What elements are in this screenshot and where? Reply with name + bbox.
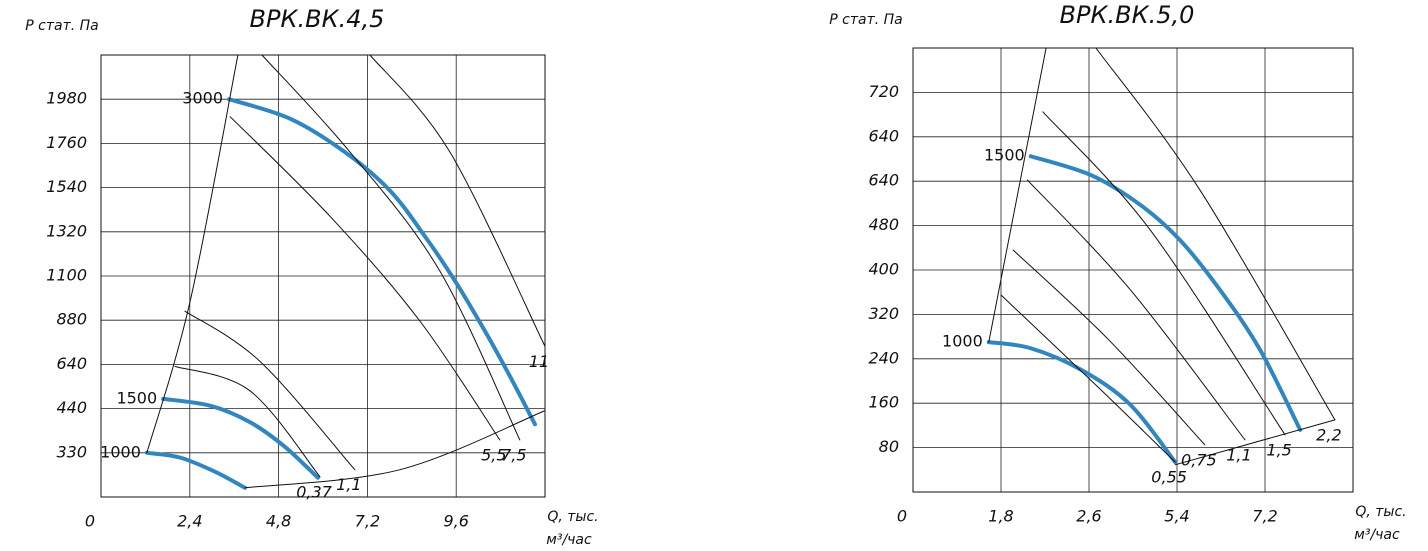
y-tick-label: 640: [56, 354, 87, 373]
x-tick-label: 1,8: [988, 507, 1013, 526]
power-label: 11: [529, 352, 549, 371]
power-curve: [369, 54, 546, 347]
y-tick-label: 1100: [46, 266, 87, 285]
speed-curve: [227, 97, 538, 427]
x-axis-label: Q, тыс.: [547, 509, 598, 525]
x-tick-label: 0: [897, 507, 907, 526]
power-curve: [1095, 47, 1336, 421]
y-tick-label: 640: [868, 126, 899, 145]
power-curve: [174, 365, 321, 478]
power-label: 7,5: [501, 445, 526, 464]
y-tick-label: 440: [56, 398, 87, 417]
y-axis-label: P стат. Па: [25, 18, 99, 34]
y-tick-label: 480: [868, 215, 899, 234]
chart-title: ВРК.ВК.5,0: [1060, 1, 1195, 29]
power-label: 2,2: [1316, 425, 1341, 444]
y-tick-label: 240: [868, 348, 899, 367]
x-axis-unit: м³/час: [546, 532, 592, 547]
power-label: 1,1: [1226, 445, 1251, 464]
y-tick-label: 720: [868, 82, 899, 101]
power-curve: [1012, 249, 1206, 446]
power-curve: [229, 116, 501, 441]
power-label: 0,55: [1151, 468, 1187, 487]
x-tick-label: 0: [85, 512, 95, 531]
x-tick-label: 4,8: [266, 512, 291, 531]
x-axis-unit: м³/час: [1354, 527, 1400, 543]
y-tick-label: 80: [879, 437, 899, 456]
limit-line: [988, 47, 1047, 343]
y-tick-label: 1760: [46, 133, 87, 152]
y-tick-label: 1540: [46, 177, 87, 196]
limit-line: [1174, 419, 1336, 466]
y-tick-label: 640: [868, 171, 899, 190]
speed-label: 1000: [942, 332, 983, 351]
speed-label: 3000: [182, 89, 223, 108]
speed-curve: [986, 340, 1178, 465]
speed-curve: [144, 450, 247, 490]
speed-label: 1500: [116, 388, 157, 407]
x-tick-label: 7,2: [355, 512, 380, 531]
chart-title: ВРК.ВК.4,5: [250, 5, 385, 33]
power-label: 1,5: [1266, 440, 1291, 459]
power-curve: [1042, 111, 1286, 436]
plot-frame: [100, 54, 546, 498]
y-tick-label: 1320: [46, 221, 87, 240]
speed-label: 1000: [100, 442, 141, 461]
power-curve: [1026, 179, 1246, 441]
x-tick-label: 7,2: [1252, 507, 1277, 526]
chart-panel: ВРК.ВК.5,0 P стат. Па Q, тыс. м³/час 80 160 24…: [829, 1, 1406, 543]
y-tick-label: 330: [56, 442, 87, 461]
x-tick-label: 5,4: [1164, 507, 1189, 526]
y-tick-label: 400: [868, 260, 899, 279]
y-tick-label: 160: [868, 393, 899, 412]
speed-curve: [1028, 154, 1303, 432]
limit-line: [244, 410, 546, 489]
x-tick-label: 9,6: [443, 512, 468, 531]
power-curve: [1000, 294, 1176, 463]
x-tick-label: 2,6: [1076, 507, 1101, 526]
y-tick-label: 1980: [46, 89, 87, 108]
limit-line: [146, 54, 239, 454]
y-axis-label: P стат. Па: [829, 12, 903, 28]
y-tick-label: 320: [868, 304, 899, 323]
y-tick-label: 880: [56, 310, 87, 329]
plot-frame: [912, 47, 1354, 493]
power-label: 0,75: [1181, 450, 1217, 469]
speed-label: 1500: [984, 146, 1025, 165]
speed-curve: [161, 396, 320, 480]
power-label: 5,5: [481, 445, 506, 464]
x-axis-label: Q, тыс.: [1355, 504, 1406, 520]
x-tick-label: 2,4: [177, 512, 202, 531]
power-label: 0,37: [296, 482, 332, 501]
chart-panel: ВРК.ВК.4,5 P стат. Па Q, тыс. м³/час 330 440 6…: [25, 5, 598, 548]
power-curve: [261, 54, 521, 441]
power-curve: [184, 310, 356, 471]
